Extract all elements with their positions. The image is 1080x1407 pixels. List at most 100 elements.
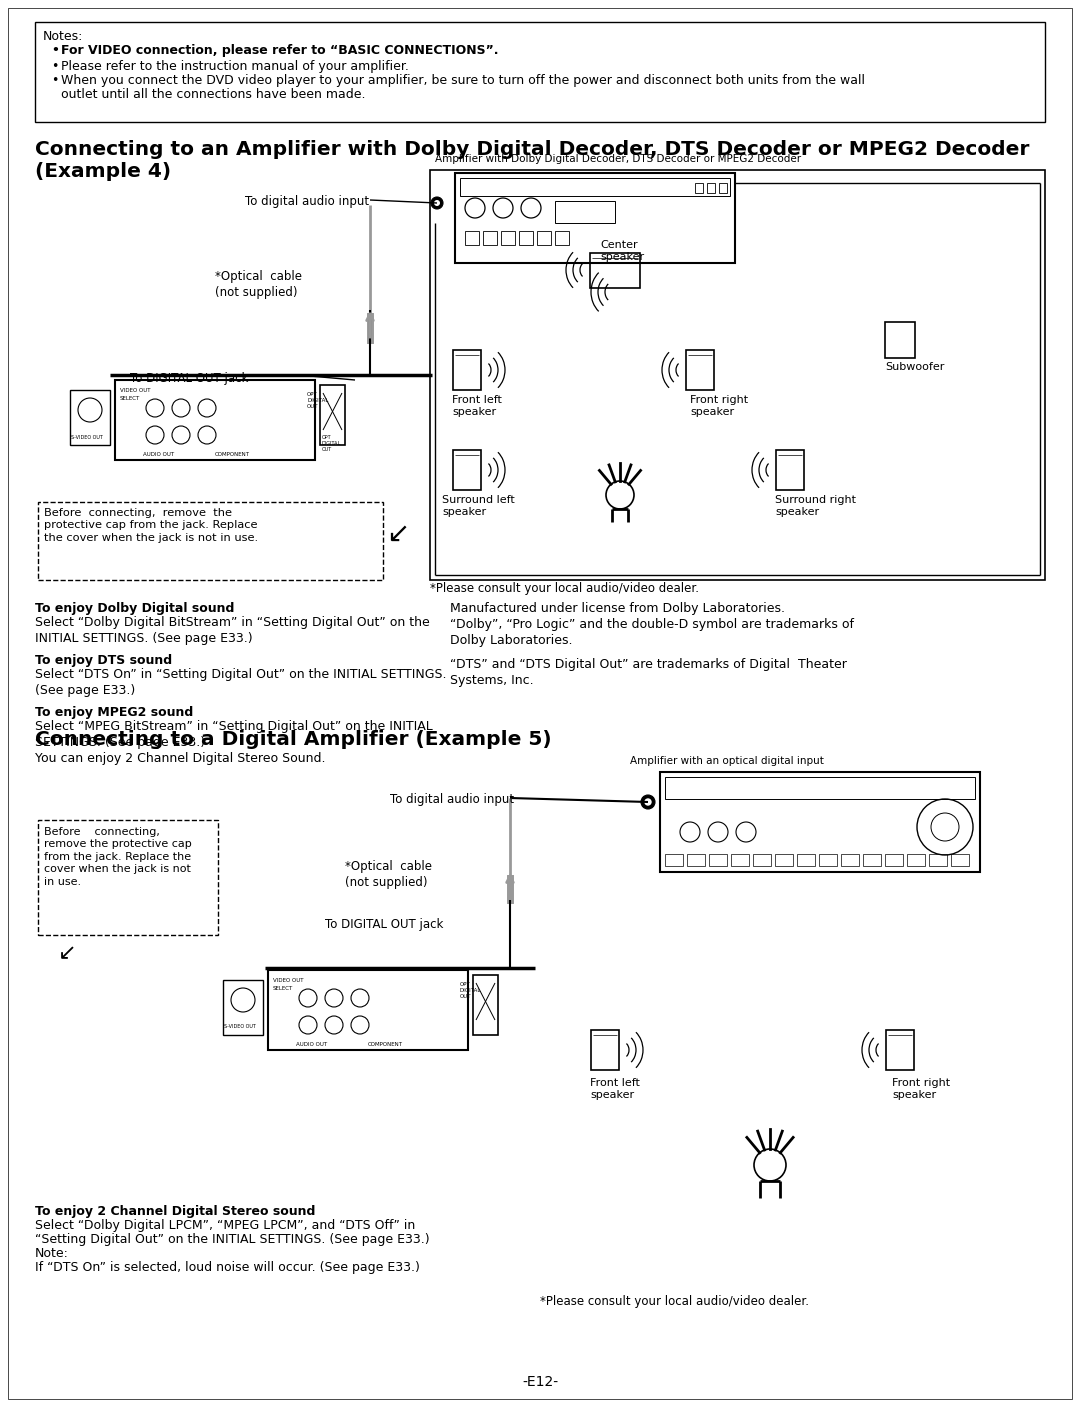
Bar <box>114 380 315 460</box>
Bar <box>907 854 924 865</box>
Bar <box>731 854 750 865</box>
Text: VIDEO OUT: VIDEO OUT <box>273 978 303 983</box>
Bar <box>886 1030 914 1069</box>
Circle shape <box>431 197 443 210</box>
Text: S-VIDEO OUT: S-VIDEO OUT <box>224 1024 256 1029</box>
Bar <box>35 23 1045 122</box>
Text: Front right
speaker: Front right speaker <box>892 1078 950 1100</box>
Bar <box>38 502 383 580</box>
Text: SELECT: SELECT <box>120 395 140 401</box>
Bar <box>460 179 730 196</box>
Bar <box>222 981 264 1036</box>
Text: OPT
DIGITAL
OUT: OPT DIGITAL OUT <box>322 435 341 453</box>
Text: Amplifier with an optical digital input: Amplifier with an optical digital input <box>630 756 824 765</box>
Bar <box>777 450 804 490</box>
Bar <box>665 777 975 799</box>
Bar <box>519 231 534 245</box>
Text: When you connect the DVD video player to your amplifier, be sure to turn off the: When you connect the DVD video player to… <box>60 75 865 87</box>
Text: Amplifier with Dolby Digital Decoder, DTS Decoder or MPEG2 Decoder: Amplifier with Dolby Digital Decoder, DT… <box>435 153 801 165</box>
Bar <box>665 854 683 865</box>
Text: (Example 4): (Example 4) <box>35 162 171 182</box>
Text: To enjoy DTS sound: To enjoy DTS sound <box>35 654 172 667</box>
Text: To enjoy MPEG2 sound: To enjoy MPEG2 sound <box>35 706 193 719</box>
Text: Please refer to the instruction manual of your amplifier.: Please refer to the instruction manual o… <box>60 61 409 73</box>
Bar <box>797 854 815 865</box>
Text: Connecting to an Amplifier with Dolby Digital Decoder, DTS Decoder or MPEG2 Deco: Connecting to an Amplifier with Dolby Di… <box>35 141 1029 159</box>
Text: Notes:: Notes: <box>43 30 83 44</box>
Text: AUDIO OUT: AUDIO OUT <box>296 1043 327 1047</box>
Text: Select “DTS On” in “Setting Digital Out” on the INITIAL SETTINGS.
(See page E33.: Select “DTS On” in “Setting Digital Out”… <box>35 668 446 696</box>
Bar <box>696 183 703 193</box>
Bar <box>430 170 1045 580</box>
Circle shape <box>434 200 440 205</box>
Bar <box>951 854 969 865</box>
Text: “Setting Digital Out” on the INITIAL SETTINGS. (See page E33.): “Setting Digital Out” on the INITIAL SET… <box>35 1233 430 1247</box>
Text: OPT
DIGITAL
OUT: OPT DIGITAL OUT <box>460 982 482 999</box>
Bar <box>885 854 903 865</box>
Bar <box>555 201 615 222</box>
Text: Note:: Note: <box>35 1247 69 1261</box>
Bar <box>885 322 915 357</box>
Text: AUDIO OUT: AUDIO OUT <box>143 452 174 457</box>
Bar <box>590 253 640 288</box>
Text: If “DTS On” is selected, loud noise will occur. (See page E33.): If “DTS On” is selected, loud noise will… <box>35 1261 420 1273</box>
Bar <box>268 969 468 1050</box>
Text: S-VIDEO OUT: S-VIDEO OUT <box>71 435 103 440</box>
Text: SELECT: SELECT <box>273 986 294 991</box>
Bar <box>455 173 735 263</box>
Text: Select “MPEG BitStream” in “Setting Digital Out” on the INITIAL
SETTINGS. (See p: Select “MPEG BitStream” in “Setting Digi… <box>35 720 433 749</box>
Bar <box>863 854 881 865</box>
Text: To DIGITAL OUT jack: To DIGITAL OUT jack <box>130 371 248 386</box>
Bar <box>555 231 569 245</box>
Bar <box>320 386 345 445</box>
Text: OPT
DIGITAL
OUT: OPT DIGITAL OUT <box>307 393 328 409</box>
Bar <box>453 450 481 490</box>
Text: VIDEO OUT: VIDEO OUT <box>120 388 150 393</box>
Circle shape <box>642 795 654 809</box>
Bar <box>707 183 715 193</box>
Bar <box>753 854 771 865</box>
Bar <box>686 350 714 390</box>
Text: Connecting to a Digital Amplifier (Example 5): Connecting to a Digital Amplifier (Examp… <box>35 730 552 749</box>
Text: Select “Dolby Digital BitStream” in “Setting Digital Out” on the
INITIAL SETTING: Select “Dolby Digital BitStream” in “Set… <box>35 616 430 644</box>
Text: Front right
speaker: Front right speaker <box>690 395 748 418</box>
Text: •: • <box>51 44 59 58</box>
Text: To enjoy 2 Channel Digital Stereo sound: To enjoy 2 Channel Digital Stereo sound <box>35 1204 315 1218</box>
Text: Surround right
speaker: Surround right speaker <box>775 495 856 518</box>
Text: *Please consult your local audio/video dealer.: *Please consult your local audio/video d… <box>540 1294 809 1309</box>
Bar <box>660 772 980 872</box>
Text: Subwoofer: Subwoofer <box>885 362 944 371</box>
Text: COMPONENT: COMPONENT <box>215 452 249 457</box>
Text: *Optical  cable
(not supplied): *Optical cable (not supplied) <box>215 270 302 300</box>
Bar <box>453 350 481 390</box>
Bar <box>708 854 727 865</box>
Text: To DIGITAL OUT jack: To DIGITAL OUT jack <box>325 917 444 931</box>
Text: ↙: ↙ <box>58 943 77 962</box>
Text: ↙: ↙ <box>386 521 409 547</box>
Text: Before    connecting,
remove the protective cap
from the jack. Replace the
cover: Before connecting, remove the protective… <box>44 827 192 886</box>
Bar <box>70 390 110 445</box>
Bar <box>841 854 859 865</box>
Text: *Optical  cable
(not supplied): *Optical cable (not supplied) <box>345 860 432 889</box>
Bar <box>719 183 727 193</box>
Text: To digital audio input: To digital audio input <box>245 196 369 208</box>
Bar <box>537 231 551 245</box>
Text: COMPONENT: COMPONENT <box>368 1043 403 1047</box>
Text: -E12-: -E12- <box>522 1375 558 1389</box>
Bar <box>819 854 837 865</box>
Bar <box>465 231 480 245</box>
Text: Select “Dolby Digital LPCM”, “MPEG LPCM”, and “DTS Off” in: Select “Dolby Digital LPCM”, “MPEG LPCM”… <box>35 1218 415 1233</box>
Bar <box>483 231 497 245</box>
Text: Surround left
speaker: Surround left speaker <box>442 495 515 518</box>
Bar <box>38 820 218 936</box>
Bar <box>929 854 947 865</box>
Text: Manufactured under license from Dolby Laboratories.
“Dolby”, “Pro Logic” and the: Manufactured under license from Dolby La… <box>450 602 854 647</box>
Bar <box>473 975 498 1036</box>
Text: *Please consult your local audio/video dealer.: *Please consult your local audio/video d… <box>430 582 699 595</box>
Text: Before  connecting,  remove  the
protective cap from the jack. Replace
the cover: Before connecting, remove the protective… <box>44 508 258 543</box>
Text: You can enjoy 2 Channel Digital Stereo Sound.: You can enjoy 2 Channel Digital Stereo S… <box>35 751 325 765</box>
Text: outlet until all the connections have been made.: outlet until all the connections have be… <box>60 89 365 101</box>
Text: To digital audio input: To digital audio input <box>390 794 514 806</box>
Circle shape <box>645 799 651 805</box>
Text: For VIDEO connection, please refer to “BASIC CONNECTIONS”.: For VIDEO connection, please refer to “B… <box>60 44 499 58</box>
